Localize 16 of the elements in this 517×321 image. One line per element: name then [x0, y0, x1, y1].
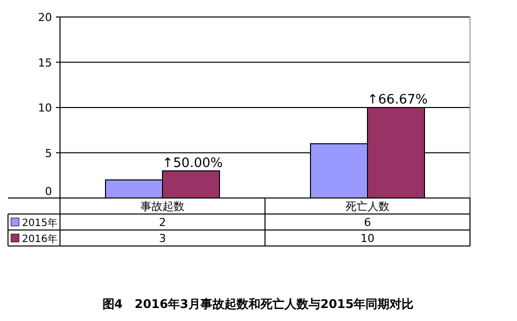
y-tick-label: 10: [38, 102, 52, 114]
y-tick-label: 15: [38, 56, 52, 70]
y-tick-label: 5: [45, 146, 52, 160]
data-label: 10: [360, 232, 374, 245]
data-label: 2: [159, 216, 166, 229]
y-tick-label: 20: [38, 11, 52, 24]
data-label: 6: [364, 216, 371, 229]
annotation: ↑50.00%: [162, 156, 223, 171]
y-tick-label: 0: [45, 185, 52, 198]
data-label: 3: [159, 232, 166, 245]
legend-label: 2016年: [22, 233, 58, 245]
legend-label: 2015年: [22, 217, 58, 229]
x-tick-label: 事故起数: [140, 200, 184, 213]
annotation: ↑66.67%: [367, 92, 428, 108]
text: 图4 2016年3月事故起数和死亡人数与2015年同期对比: [102, 297, 414, 311]
x-tick-label: 死亡人数: [346, 200, 390, 213]
